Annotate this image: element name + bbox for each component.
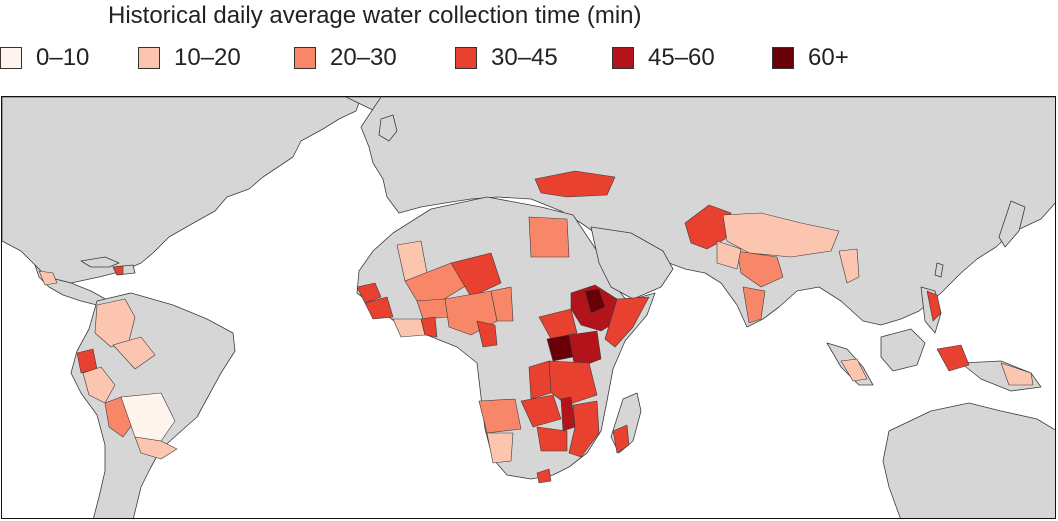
region-angola (478, 398, 522, 434)
legend-item-60-plus: 60+ (772, 44, 849, 72)
world-map (1, 96, 1056, 519)
legend-item-45-60: 45–60 (612, 44, 715, 72)
region-mali (404, 262, 468, 302)
legend-label-30-45: 30–45 (491, 44, 558, 71)
region-drc-east (528, 360, 552, 400)
legend-swatch-45-60 (612, 47, 634, 69)
legend-title: Historical daily average water collectio… (108, 2, 642, 29)
region-india-north (722, 212, 840, 258)
region-philippines (926, 290, 942, 322)
region-namibia (486, 432, 514, 464)
legend-swatch-0-10 (0, 47, 22, 69)
legend-swatch-30-45 (455, 47, 477, 69)
region-indonesia-east (936, 344, 970, 372)
region-somalia (604, 296, 650, 348)
region-ghana (420, 316, 438, 338)
region-kenya (568, 330, 602, 370)
region-mozambique (568, 400, 600, 458)
legend-item-30-45: 30–45 (455, 44, 558, 72)
region-peru-north (82, 366, 116, 404)
region-peru-south (104, 396, 136, 438)
landmass-borneo (880, 328, 926, 372)
legend-label-20-30: 20–30 (330, 44, 397, 71)
region-haiti (112, 265, 124, 276)
region-zambia (520, 394, 562, 428)
region-south-sudan (538, 308, 578, 340)
legend-swatch-10-20 (138, 47, 160, 69)
landmass-arabia (590, 226, 674, 300)
region-ethiopia-core (584, 288, 606, 314)
legend-swatch-60-plus (772, 47, 794, 69)
legend-item-10-20: 10–20 (138, 44, 241, 72)
region-lesotho (536, 468, 552, 484)
region-india-central (736, 250, 784, 288)
region-myanmar (838, 248, 860, 284)
legend-label-60-plus: 60+ (808, 44, 849, 71)
landmass-british-isles (378, 114, 398, 142)
region-chad (490, 286, 514, 322)
region-cameroon (476, 320, 498, 348)
region-zimbabwe (536, 426, 568, 452)
legend-item-0-10: 0–10 (0, 44, 89, 72)
region-burkina (416, 298, 450, 320)
region-bolivia-south (134, 436, 178, 460)
region-brazil-west (112, 336, 156, 370)
map-svg (2, 97, 1055, 518)
region-guinea (364, 296, 394, 320)
landmass-taiwan (934, 262, 944, 278)
legend-label-10-20: 10–20 (174, 44, 241, 71)
legend-label-0-10: 0–10 (36, 44, 90, 71)
region-guatemala (38, 270, 58, 286)
legend-item-20-30: 20–30 (294, 44, 397, 72)
legend-swatch-20-30 (294, 47, 316, 69)
region-egypt (528, 216, 570, 258)
region-bolivia (120, 392, 176, 442)
region-madagascar (612, 424, 630, 454)
region-pakistan (684, 204, 732, 250)
region-png (1000, 362, 1034, 386)
legend: 0–10 10–20 20–30 30–45 45–60 60+ (0, 44, 1058, 76)
region-senegal (356, 282, 382, 304)
region-niger (450, 252, 502, 298)
landmass-japan (998, 200, 1026, 248)
landmass-cuba (80, 256, 120, 268)
region-india-south (742, 286, 766, 324)
region-indonesia-west (840, 358, 868, 382)
region-india-west (716, 240, 742, 270)
landmass-australia (882, 402, 1055, 518)
legend-label-45-60: 45–60 (648, 44, 715, 71)
region-turkey (534, 170, 616, 198)
